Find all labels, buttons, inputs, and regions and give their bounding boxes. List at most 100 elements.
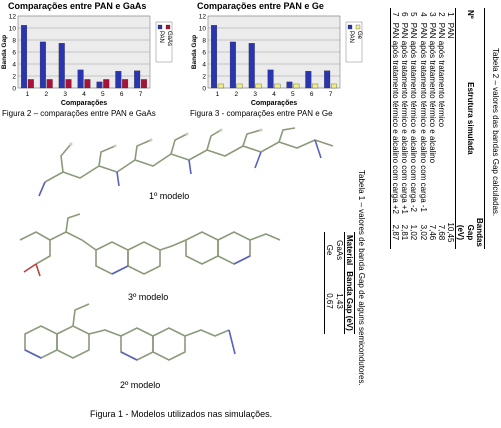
table2-cell: PAN após tratamento térmico e alcalino bbox=[427, 22, 437, 164]
table2-block: Tabela 2 – valores das bandas Gap calcul… bbox=[390, 8, 500, 249]
table2-cell: 7,68 bbox=[437, 224, 447, 241]
table2-header-num: Nº bbox=[455, 8, 485, 21]
chart-ytick-label: 10 bbox=[199, 26, 207, 33]
chart-xtick-label: 7 bbox=[329, 91, 333, 98]
chart-xtick-label: 6 bbox=[310, 91, 314, 98]
chart-xtick-label: 1 bbox=[216, 91, 220, 98]
chart-ytick-label: 6 bbox=[12, 50, 16, 57]
table1-cell: 1,43 bbox=[334, 293, 344, 309]
chart-legend-label: PAN bbox=[348, 31, 354, 43]
chart-xtick-label: 2 bbox=[44, 91, 48, 98]
table1-caption: Tabela 1 – valores de banda Gap de algun… bbox=[357, 170, 366, 386]
chart-bar-pan bbox=[58, 43, 65, 89]
chart-ytick-label: 2 bbox=[12, 74, 16, 81]
table2-cell: 2,81 bbox=[400, 224, 410, 241]
chart-bar-gaas bbox=[122, 79, 129, 89]
chart-bar-pan bbox=[229, 41, 236, 89]
chart-legend bbox=[155, 21, 173, 63]
table2-cell: PAN bbox=[446, 22, 456, 39]
table1-cell: Ge bbox=[324, 232, 335, 269]
chart-ytick-label: 12 bbox=[199, 14, 207, 21]
table1-cell: 0,67 bbox=[324, 268, 335, 334]
chart-bar-gaas bbox=[27, 79, 34, 89]
chart-xtick-label: 4 bbox=[272, 91, 276, 98]
table2-header-gap: Bandas Gap (eV) bbox=[455, 215, 485, 249]
table2-cell: PAN após tratamento térmico e alcalino c… bbox=[390, 20, 401, 216]
chart-xtick-label: 3 bbox=[63, 91, 67, 98]
table2-cell: 7 bbox=[390, 8, 401, 21]
chart-xtick-label: 2 bbox=[234, 91, 238, 98]
chart-ytick-label: 8 bbox=[202, 38, 206, 45]
chart-bar-pan bbox=[324, 70, 331, 89]
chart-bar-pan bbox=[115, 70, 122, 89]
table2: Nº Estrutura simulada Bandas Gap (eV) 1 … bbox=[390, 8, 485, 249]
chart-bar-gaas bbox=[84, 79, 91, 89]
table1: Material Banda Gap (eV) GaAs 1,43 Ge 0,6… bbox=[324, 232, 355, 334]
chart-legend-label: GaAs bbox=[166, 31, 172, 46]
chart-xtick-label: 1 bbox=[26, 91, 30, 98]
table1-cell: GaAs bbox=[334, 240, 344, 261]
table1-header-gap: Banda Gap (eV) bbox=[344, 268, 355, 334]
chart-bar-pan bbox=[211, 25, 218, 89]
figure1-caption-label: Figura 1 bbox=[90, 409, 124, 419]
table2-caption: Tabela 2 – valores das bandas Gap calcul… bbox=[491, 48, 500, 217]
table2-cell: 3 bbox=[427, 12, 437, 17]
chart-bar-pan bbox=[286, 81, 293, 89]
chart-xlabel: Comparações bbox=[251, 100, 297, 107]
chart-bar-pan bbox=[39, 41, 46, 89]
chart1-title: Comparações entre PAN e GaAs bbox=[8, 1, 147, 11]
table2-cell: 1 bbox=[446, 12, 456, 17]
table2-header-structure: Estrutura simulada bbox=[455, 20, 485, 216]
table2-cell: 3,02 bbox=[418, 224, 428, 241]
chart-bar-gaas bbox=[65, 79, 72, 89]
chart-bar-ge bbox=[236, 83, 243, 89]
chart-legend bbox=[345, 21, 363, 63]
table2-cell: PAN após tratamento térmico bbox=[437, 22, 447, 128]
table1-header-material: Material bbox=[344, 232, 355, 269]
chart-bar-pan bbox=[77, 69, 84, 89]
table2-cell: PAN após tratamento térmico e alcalino c… bbox=[418, 22, 428, 212]
chart-bar-gaas bbox=[103, 79, 110, 89]
molecule-model-2 bbox=[24, 303, 236, 361]
chart-bar-pan bbox=[21, 25, 28, 89]
table2-cell: 2,87 bbox=[390, 215, 401, 249]
chart-bar-ge bbox=[330, 83, 337, 89]
chart-ytick-label: 6 bbox=[202, 50, 206, 57]
chart-ytick-label: 8 bbox=[12, 38, 16, 45]
chart-bar-pan bbox=[305, 70, 312, 89]
table2-cell: 1,02 bbox=[409, 224, 419, 241]
chart-xtick-label: 5 bbox=[291, 91, 295, 98]
chart-bar-ge bbox=[293, 83, 300, 89]
chart-legend-swatch bbox=[347, 24, 353, 30]
chart-ytick-label: 12 bbox=[9, 14, 17, 21]
chart-legend-swatch bbox=[165, 24, 171, 30]
chart-bar-ge bbox=[255, 83, 262, 89]
chart-xtick-label: 5 bbox=[101, 91, 105, 98]
chart-bar-pan bbox=[248, 43, 255, 89]
figure1-caption-text: - Modelos utilizados nas simulações. bbox=[123, 409, 273, 419]
chart-bar-pan bbox=[267, 69, 274, 89]
table2-cell: 10,45 bbox=[446, 222, 456, 243]
figure3-caption: Figura 3 - comparações entre PAN e Ge bbox=[190, 109, 333, 118]
chart-xtick-label: 4 bbox=[82, 91, 86, 98]
chart-xtick-label: 3 bbox=[253, 91, 257, 98]
chart-bar-gaas bbox=[140, 79, 147, 89]
chart-xtick-label: 6 bbox=[120, 91, 124, 98]
chart-bar-gaas bbox=[46, 79, 53, 89]
table2-cell: PAN após tratamento térmico e alcalino c… bbox=[400, 22, 410, 214]
table2-cell: 4 bbox=[418, 12, 428, 17]
chart-bar-pan bbox=[134, 70, 141, 89]
chart-ytick-label: 0 bbox=[12, 86, 16, 93]
chart-xtick-label: 7 bbox=[139, 91, 143, 98]
chart-legend-label: PAN bbox=[158, 31, 164, 43]
chart-ytick-label: 2 bbox=[202, 74, 206, 81]
chart-ytick-label: 4 bbox=[12, 62, 16, 69]
table2-cell: 6 bbox=[400, 12, 410, 17]
chart-xlabel: Comparações bbox=[61, 100, 107, 107]
chart-ylabel: Banda Gap bbox=[191, 35, 198, 69]
model-1-label: 1º modelo bbox=[149, 191, 190, 201]
table2-cell: 5 bbox=[409, 12, 419, 17]
chart-legend-label: Ge bbox=[356, 31, 362, 40]
chart-bar-ge bbox=[274, 83, 281, 89]
